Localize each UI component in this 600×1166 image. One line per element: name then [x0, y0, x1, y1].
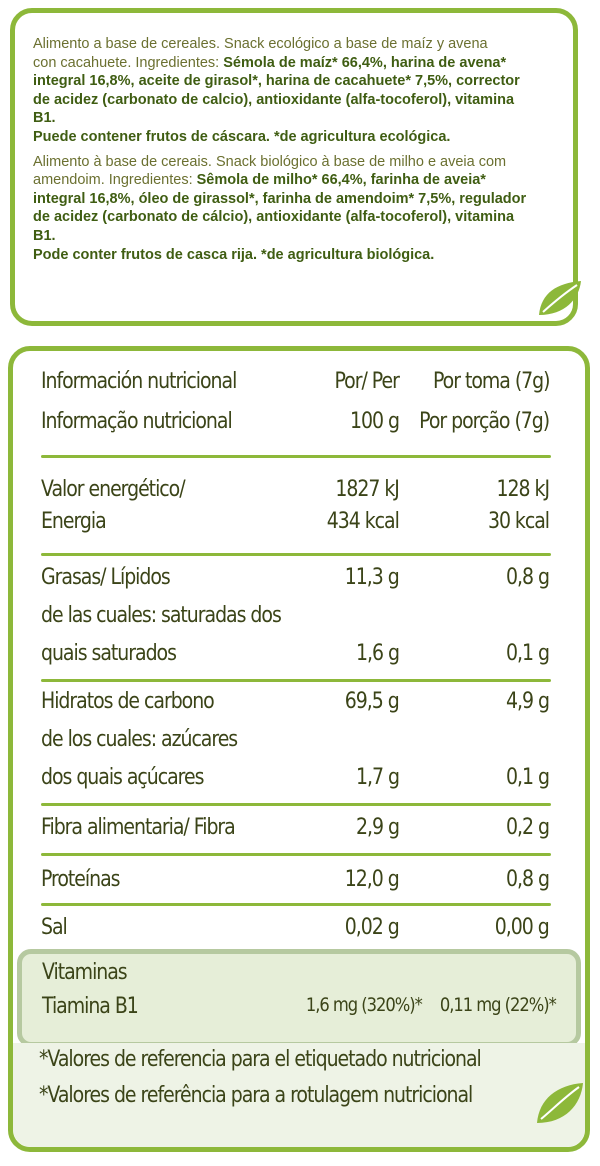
ingredient-bold-text: Sêmola de milho* 66,4%, farinha de aveia… — [196, 172, 486, 189]
leaf-icon — [537, 1083, 583, 1123]
ingredient-bold-text: Pode conter frutos de casca rija. *de ag… — [33, 246, 435, 263]
carbs-100: 69,5 g — [345, 689, 400, 714]
ingredient-text: con cacahuete. Ingredientes: — [33, 54, 224, 71]
vitamins-section: Vitaminas Tiamina B1 1,6 mg (320%)* 0,11… — [17, 949, 581, 1047]
fibre-100: 2,9 g — [356, 815, 400, 840]
ingredient-line: integral 16,8%, aceite de girasol*, hari… — [33, 72, 553, 91]
divider — [41, 903, 551, 906]
ingredient-bold-text: de acidez (carbonato de cálcio), antioxi… — [33, 209, 515, 226]
ingredient-bold-text: B1. — [33, 227, 56, 244]
divider — [41, 679, 551, 682]
sugars-100: 1,7 g — [356, 765, 400, 790]
salt-label: Sal — [41, 915, 68, 940]
carbs-portion: 4,9 g — [506, 689, 550, 714]
header-portion-a: Por toma (7g) — [432, 369, 550, 394]
ingredient-text: Alimento a base de cereales. Snack ecoló… — [33, 36, 488, 52]
ingredient-bold-text: Puede contener frutos de cáscara. *de ag… — [33, 128, 451, 145]
energy-label-b: Energia — [41, 509, 107, 534]
thiamine-100: 1,6 mg (320%)* — [306, 994, 423, 1016]
ingredient-bold-text: integral 16,8%, aceite de girasol*, hari… — [33, 73, 520, 90]
ingredient-line: de acidez (carbonato de calcio), antioxi… — [33, 91, 553, 110]
fat-portion: 0,8 g — [506, 565, 550, 590]
divider — [41, 553, 551, 556]
sugars-label-b: dos quais açúcares — [41, 765, 204, 790]
ingredient-bold-text: integral 16,8%, óleo de girassol*, farin… — [33, 190, 527, 207]
fat-100: 11,3 g — [345, 565, 400, 590]
ingredient-line: Alimento à base de cereais. Snack biológ… — [33, 153, 553, 172]
header-portion-b: Por porção (7g) — [419, 409, 550, 434]
divider — [41, 803, 551, 806]
protein-100: 12,0 g — [345, 867, 400, 892]
energy-portion-kj: 128 kJ — [496, 477, 551, 502]
ingredient-line: con cacahuete. Ingredientes: Sémola de m… — [33, 54, 553, 73]
salt-100: 0,02 g — [345, 915, 400, 940]
ingredient-line: B1. — [33, 227, 553, 246]
protein-label: Proteínas — [41, 867, 121, 892]
ingredient-line: amendoim. Ingredientes: Sêmola de milho*… — [33, 171, 553, 190]
ingredients-portuguese: Alimento à base de cereais. Snack biológ… — [33, 153, 553, 265]
footnote-es: *Valores de referencia para el etiquetad… — [39, 1047, 482, 1072]
saturates-label-b: quais saturados — [41, 641, 177, 666]
fibre-portion: 0,2 g — [506, 815, 550, 840]
ingredient-text: Alimento à base de cereais. Snack biológ… — [33, 153, 507, 170]
energy-100-kcal: 434 kcal — [326, 509, 400, 534]
ingredient-bold-text: Sémola de maíz* 66,4%, harina de avena* — [223, 54, 507, 71]
saturates-portion: 0,1 g — [506, 641, 550, 666]
thiamine-label: Tiamina B1 — [42, 994, 139, 1019]
ingredient-line: Pode conter frutos de casca rija. *de ag… — [33, 246, 553, 265]
protein-portion: 0,8 g — [506, 867, 550, 892]
nutrition-table: Información nutricional Por/ Per Por tom… — [8, 346, 590, 1152]
carbs-label: Hidratos de carbono — [41, 689, 215, 714]
sugars-portion: 0,1 g — [506, 765, 550, 790]
vitamins-label: Vitaminas — [42, 960, 128, 985]
ingredient-bold-text: B1. — [33, 110, 56, 127]
ingredient-line: de acidez (carbonato de cálcio), antioxi… — [33, 208, 553, 227]
energy-label-a: Valor energético/ — [41, 477, 186, 502]
ingredient-line: Puede contener frutos de cáscara. *de ag… — [33, 128, 553, 147]
energy-portion-kcal: 30 kcal — [487, 509, 550, 534]
thiamine-portion: 0,11 mg (22%)* — [440, 994, 557, 1016]
header-label-pt: Informação nutricional — [41, 409, 233, 434]
ingredient-bold-text: de acidez (carbonato de calcio), antioxi… — [33, 91, 515, 108]
energy-100-kj: 1827 kJ — [335, 477, 401, 502]
leaf-icon — [539, 281, 581, 315]
footnote-section: *Valores de referencia para el etiquetad… — [13, 1043, 585, 1147]
ingredient-line: B1. — [33, 109, 553, 128]
ingredient-line: Alimento a base de cereales. Snack ecoló… — [33, 35, 553, 54]
ingredients-spanish: Alimento a base de cereales. Snack ecoló… — [33, 35, 553, 147]
header-per100-b: 100 g — [350, 409, 400, 434]
header-label-es: Información nutricional — [41, 369, 237, 394]
footnote-pt: *Valores de referência para a rotulagem … — [39, 1083, 473, 1108]
ingredient-text: amendoim. Ingredientes: — [33, 172, 197, 189]
header-per100-a: Por/ Per — [334, 369, 400, 394]
ingredients-panel: Alimento a base de cereales. Snack ecoló… — [10, 8, 581, 326]
fibre-label: Fibra alimentaria/ Fibra — [41, 815, 236, 840]
divider — [41, 455, 551, 458]
saturates-100: 1,6 g — [356, 641, 400, 666]
divider — [41, 853, 551, 856]
ingredient-line: integral 16,8%, óleo de girassol*, farin… — [33, 190, 553, 209]
salt-portion: 0,00 g — [495, 915, 550, 940]
sugars-label-a: de los cuales: azúcares — [41, 727, 238, 752]
saturates-label-a: de las cuales: saturadas dos — [41, 603, 282, 628]
fat-label: Grasas/ Lípidos — [41, 565, 171, 590]
